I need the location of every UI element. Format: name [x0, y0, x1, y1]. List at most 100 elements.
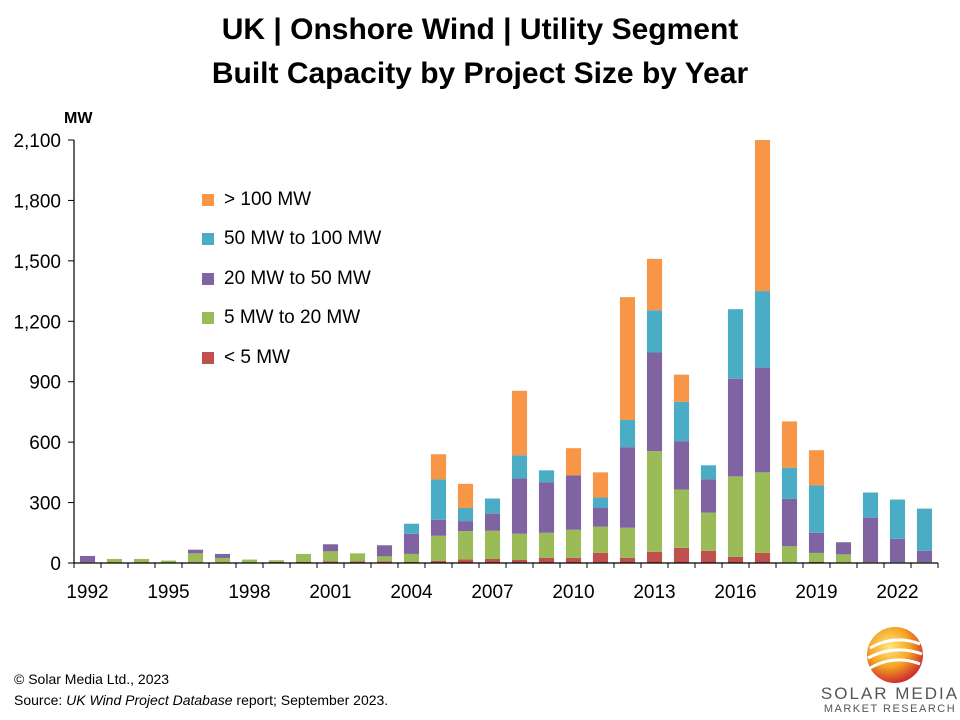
- bar-segment-2017-series-4: [754, 140, 771, 292]
- bar-segment-2008-series-3: [511, 455, 528, 479]
- bar-segment-2006-series-3: [457, 508, 474, 522]
- logo-subtitle: MARKET RESEARCH: [823, 703, 957, 715]
- bar-segment-2009-series-0: [538, 557, 555, 563]
- bar-segment-2006-series-4: [457, 483, 474, 509]
- bar-segment-2013-series-4: [646, 258, 663, 311]
- bar-segment-2002-series-0: [349, 561, 366, 563]
- bar-segment-2004-series-2: [403, 533, 420, 554]
- bar-segment-2001-series-1: [322, 551, 339, 562]
- y-tick-label: 1,500: [13, 252, 61, 273]
- legend-item: 50 MW to 100 MW: [202, 220, 381, 260]
- legend-item: 5 MW to 20 MW: [202, 299, 381, 339]
- source-text: Source: UK Wind Project Database report;…: [14, 690, 388, 710]
- x-tick-label: 2010: [552, 582, 594, 603]
- x-tick-label: 1995: [147, 582, 189, 603]
- logo-globe-icon: [867, 627, 923, 683]
- y-tick-label: 300: [29, 494, 61, 515]
- x-tick-label: 2001: [309, 582, 351, 603]
- y-tick-label: 600: [29, 433, 61, 454]
- chart-title-line-1: UK | Onshore Wind | Utility Segment: [221, 13, 739, 46]
- bar-segment-2016-series-3: [727, 309, 744, 379]
- legend-swatch: [202, 312, 214, 325]
- bar-segment-2007-series-1: [484, 530, 501, 559]
- bar-segment-1995-series-1: [160, 560, 177, 563]
- bar-segment-2006-series-2: [457, 521, 474, 532]
- bar-segment-2002-series-1: [349, 553, 366, 562]
- bar-segment-2011-series-3: [592, 497, 609, 508]
- bar-segment-2019-series-4: [808, 450, 825, 486]
- bar-segment-2017-series-2: [754, 367, 771, 473]
- bar-segment-2014-series-0: [673, 547, 690, 563]
- x-tick-label: 2013: [633, 582, 675, 603]
- bar-segment-2009-series-1: [538, 532, 555, 558]
- bar-segment-2007-series-2: [484, 513, 501, 531]
- chart-title-line-2: Built Capacity by Project Size by Year: [211, 57, 749, 90]
- y-tick-label: 900: [29, 373, 61, 394]
- legend-item: < 5 MW: [202, 338, 381, 378]
- bar-segment-2007-series-3: [484, 498, 501, 514]
- x-tick-label: 2022: [876, 582, 918, 603]
- bar-segment-2011-series-1: [592, 526, 609, 553]
- bar-segment-2014-series-4: [673, 374, 690, 402]
- bar-segment-1998-series-1: [241, 559, 258, 563]
- bar-segment-2015-series-1: [700, 512, 717, 551]
- bar-segment-2007-series-0: [484, 558, 501, 563]
- legend-label: 5 MW to 20 MW: [224, 307, 361, 329]
- legend-swatch: [202, 193, 214, 206]
- bar-segment-2018-series-2: [781, 498, 798, 547]
- bar-segment-2018-series-3: [781, 467, 798, 499]
- bar-segment-2017-series-0: [754, 552, 771, 563]
- axes-group: 0 300 600 900 1,200 1,500 1,800 2,100 1992 1995 19…: [13, 131, 939, 603]
- bar-segment-2003-series-2: [376, 545, 393, 557]
- source-suffix: report; September 2023.: [232, 692, 389, 708]
- y-axis-unit-label: MW: [64, 110, 93, 127]
- bar-segment-1996-series-1: [187, 553, 204, 563]
- bar-segment-2023-series-3: [916, 508, 933, 551]
- bar-segment-2010-series-2: [565, 475, 582, 530]
- bar-segment-2011-series-0: [592, 552, 609, 563]
- legend-item: 20 MW to 50 MW: [202, 259, 381, 299]
- bar-segment-2023-series-2: [916, 550, 933, 562]
- bar-segment-2016-series-0: [727, 556, 744, 563]
- bar-segment-2005-series-0: [430, 560, 447, 563]
- y-tick-label: 2,100: [13, 131, 61, 152]
- bar-segment-2014-series-2: [673, 441, 690, 490]
- bar-segment-2004-series-1: [403, 553, 420, 562]
- legend-label: > 100 MW: [224, 188, 312, 210]
- bar-segment-2003-series-0: [376, 561, 393, 563]
- bar-segment-2001-series-0: [322, 561, 339, 563]
- x-tick-label: 1992: [66, 582, 108, 603]
- bar-segment-2018-series-1: [781, 546, 798, 563]
- logo-name: SOLAR MEDIA: [820, 684, 960, 703]
- bar-segment-2015-series-2: [700, 479, 717, 513]
- bar-segment-2017-series-3: [754, 291, 771, 368]
- bar-segment-1997-series-2: [214, 553, 231, 558]
- legend-label: 20 MW to 50 MW: [224, 267, 371, 289]
- bar-segment-2006-series-1: [457, 531, 474, 560]
- bar-segment-2016-series-2: [727, 378, 744, 477]
- legend: > 100 MW 50 MW to 100 MW 20 MW to 50 MW 5 M…: [202, 180, 381, 378]
- y-tick-label: 0: [50, 554, 61, 575]
- legend-item: > 100 MW: [202, 180, 381, 220]
- source-report-name: UK Wind Project Database: [66, 692, 233, 708]
- bar-segment-2012-series-4: [619, 297, 636, 420]
- copyright-text: © Solar Media Ltd., 2023: [14, 671, 170, 687]
- bar-segment-2022-series-3: [889, 499, 906, 539]
- bar-segment-2011-series-2: [592, 507, 609, 527]
- legend-label: 50 MW to 100 MW: [224, 228, 382, 250]
- bar-segment-2011-series-4: [592, 472, 609, 498]
- bar-segment-2008-series-0: [511, 559, 528, 563]
- legend-swatch: [202, 233, 214, 246]
- bar-segment-2004-series-3: [403, 523, 420, 534]
- y-tick-label: 1,800: [13, 191, 61, 212]
- legend-swatch: [202, 272, 214, 285]
- bar-segment-2015-series-3: [700, 465, 717, 480]
- bar-segment-2008-series-2: [511, 478, 528, 534]
- bar-segment-2013-series-3: [646, 310, 663, 353]
- x-tick-label: 2019: [795, 582, 837, 603]
- bar-segment-1997-series-1: [214, 557, 231, 563]
- bar-segment-2019-series-1: [808, 552, 825, 562]
- bar-segment-2015-series-0: [700, 550, 717, 563]
- bar-segment-2001-series-2: [322, 544, 339, 552]
- y-tick-label: 1,200: [13, 312, 61, 333]
